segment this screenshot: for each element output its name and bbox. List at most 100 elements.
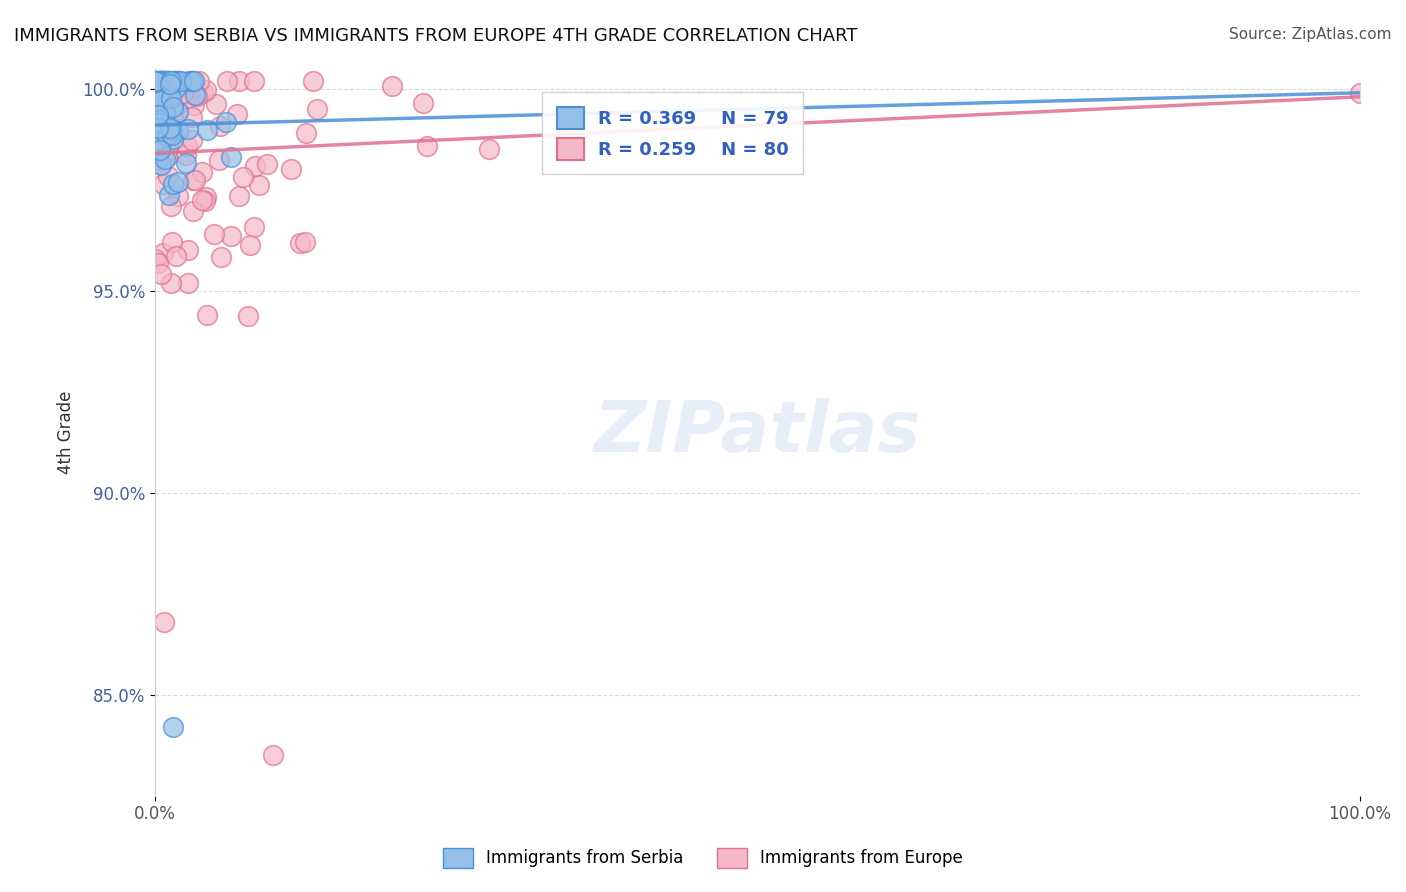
Immigrants from Serbia <box>148 73 170 87</box>
Immigrants from Serbia <box>166 73 188 87</box>
Immigrants from Serbia <box>181 73 204 87</box>
Immigrants from Europe <box>204 97 226 112</box>
Immigrants from Serbia <box>145 73 167 87</box>
Immigrants from Serbia <box>153 91 176 105</box>
Immigrants from Serbia <box>184 88 207 103</box>
Immigrants from Serbia <box>162 720 184 734</box>
Immigrants from Serbia <box>215 114 238 128</box>
Immigrants from Europe <box>181 111 204 125</box>
Immigrants from Europe <box>305 102 328 116</box>
Immigrants from Europe <box>176 91 198 105</box>
Immigrants from Europe <box>262 748 284 763</box>
Immigrants from Serbia <box>156 73 179 87</box>
Immigrants from Serbia <box>165 73 187 87</box>
Immigrants from Serbia <box>146 94 169 108</box>
Immigrants from Serbia <box>153 73 176 87</box>
Immigrants from Europe <box>156 150 179 164</box>
Immigrants from Serbia <box>152 73 174 87</box>
Legend: Immigrants from Serbia, Immigrants from Europe: Immigrants from Serbia, Immigrants from … <box>436 841 970 875</box>
Immigrants from Europe <box>152 177 174 191</box>
Immigrants from Serbia <box>143 73 166 87</box>
Immigrants from Serbia <box>153 124 176 138</box>
Immigrants from Serbia <box>159 91 181 105</box>
Immigrants from Serbia <box>163 82 186 96</box>
Immigrants from Serbia <box>150 73 173 87</box>
Immigrants from Europe <box>195 190 218 204</box>
Immigrants from Europe <box>146 74 169 88</box>
Immigrants from Serbia <box>167 73 190 87</box>
Immigrants from Serbia <box>162 132 184 146</box>
Immigrants from Europe <box>143 95 166 109</box>
Immigrants from Europe <box>184 173 207 187</box>
Immigrants from Europe <box>243 73 266 87</box>
Immigrants from Serbia <box>148 74 170 88</box>
Immigrants from Europe <box>166 249 188 263</box>
Immigrants from Europe <box>145 121 167 136</box>
Immigrants from Europe <box>228 189 250 203</box>
Immigrants from Europe <box>146 156 169 170</box>
Immigrants from Serbia <box>157 90 180 104</box>
Immigrants from Europe <box>187 74 209 88</box>
Immigrants from Serbia <box>152 73 174 87</box>
Immigrants from Europe <box>181 203 204 218</box>
Y-axis label: 4th Grade: 4th Grade <box>58 391 75 474</box>
Immigrants from Serbia <box>145 73 167 87</box>
Immigrants from Europe <box>191 86 214 100</box>
Immigrants from Serbia <box>156 87 179 101</box>
Immigrants from Europe <box>150 73 173 87</box>
Immigrants from Serbia <box>146 79 169 94</box>
Immigrants from Europe <box>294 235 316 249</box>
Immigrants from Serbia <box>157 73 180 87</box>
Immigrants from Serbia <box>156 129 179 144</box>
Immigrants from Serbia <box>153 107 176 121</box>
Immigrants from Serbia <box>180 73 202 87</box>
Immigrants from Europe <box>415 139 437 153</box>
Immigrants from Europe <box>160 235 183 249</box>
Immigrants from Serbia <box>165 73 187 87</box>
Immigrants from Europe <box>197 308 219 322</box>
Immigrants from Serbia <box>157 79 180 94</box>
Immigrants from Serbia <box>177 73 200 87</box>
Immigrants from Europe <box>1348 86 1371 100</box>
Immigrants from Serbia <box>167 175 190 189</box>
Immigrants from Europe <box>183 98 205 112</box>
Immigrants from Europe <box>478 142 501 156</box>
Immigrants from Europe <box>149 267 172 281</box>
Immigrants from Serbia <box>170 73 193 87</box>
Immigrants from Europe <box>177 243 200 257</box>
Immigrants from Europe <box>247 178 270 193</box>
Immigrants from Europe <box>219 229 242 244</box>
Immigrants from Europe <box>156 144 179 158</box>
Immigrants from Serbia <box>162 73 184 87</box>
Immigrants from Europe <box>183 173 205 187</box>
Immigrants from Serbia <box>157 75 180 89</box>
Immigrants from Europe <box>256 157 278 171</box>
Immigrants from Europe <box>174 147 197 161</box>
Immigrants from Serbia <box>153 90 176 104</box>
Immigrants from Europe <box>195 83 218 97</box>
Immigrants from Serbia <box>159 121 181 136</box>
Immigrants from Europe <box>143 252 166 266</box>
Immigrants from Europe <box>149 145 172 159</box>
Immigrants from Serbia <box>150 73 173 87</box>
Immigrants from Serbia <box>167 104 190 119</box>
Immigrants from Serbia <box>143 73 166 87</box>
Immigrants from Europe <box>238 238 260 252</box>
Immigrants from Serbia <box>149 116 172 130</box>
Immigrants from Serbia <box>152 73 174 87</box>
Immigrants from Europe <box>153 615 176 629</box>
Legend: R = 0.369    N = 79, R = 0.259    N = 80: R = 0.369 N = 79, R = 0.259 N = 80 <box>543 92 803 174</box>
Immigrants from Europe <box>157 126 180 140</box>
Immigrants from Europe <box>172 87 194 101</box>
Text: Source: ZipAtlas.com: Source: ZipAtlas.com <box>1229 27 1392 42</box>
Immigrants from Serbia <box>156 73 179 87</box>
Immigrants from Europe <box>208 153 231 167</box>
Immigrants from Europe <box>245 159 267 173</box>
Immigrants from Serbia <box>221 150 243 164</box>
Immigrants from Serbia <box>150 73 173 87</box>
Immigrants from Europe <box>146 256 169 270</box>
Immigrants from Serbia <box>145 73 167 87</box>
Immigrants from Europe <box>190 193 212 207</box>
Immigrants from Serbia <box>148 73 170 87</box>
Immigrants from Serbia <box>162 100 184 114</box>
